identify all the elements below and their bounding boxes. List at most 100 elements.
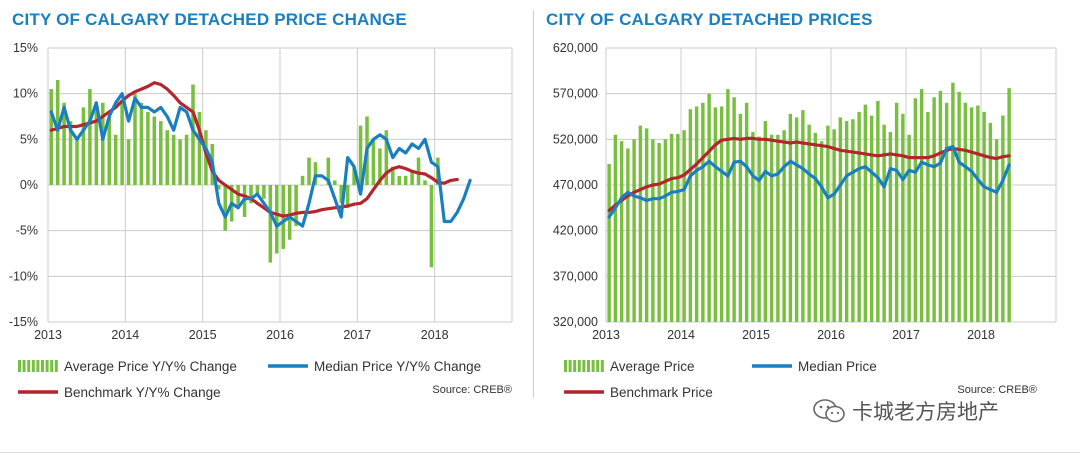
right-avg-bar: [688, 109, 693, 323]
right-avg-bar: [894, 102, 899, 322]
left-legend-label: Benchmark Y/Y% Change: [64, 385, 221, 400]
left-avg-bar: [410, 171, 414, 185]
right-avg-bar: [638, 125, 643, 322]
right-avg-bar: [857, 111, 861, 322]
left-avg-bar: [107, 116, 111, 185]
right-avg-bar: [926, 111, 930, 322]
panel-divider: [533, 10, 534, 398]
left-avg-bar: [262, 185, 266, 199]
right-legend-bar-stripe: [568, 360, 572, 372]
left-avg-bar: [391, 166, 395, 185]
right-xtick-label: 2017: [892, 328, 920, 342]
left-legend-label: Median Price Y/Y% Change: [314, 359, 481, 374]
left-avg-bar: [352, 166, 356, 185]
left-ytick-label: 15%: [13, 41, 38, 55]
left-avg-bar: [333, 180, 337, 185]
left-xtick-label: 2013: [34, 328, 62, 342]
left-avg-bar: [171, 134, 176, 185]
left-avg-bar: [307, 157, 311, 185]
right-source-label: Source: CREB®: [957, 384, 1037, 396]
right-ytick-label: 620,000: [553, 41, 598, 55]
right-legend-bar-stripe: [573, 360, 577, 372]
right-avg-bar: [938, 90, 943, 322]
left-avg-bar: [287, 185, 292, 240]
right-avg-bar: [932, 97, 936, 322]
right-avg-bar: [851, 119, 855, 323]
right-avg-bar: [982, 111, 986, 322]
left-avg-bar: [339, 185, 343, 204]
right-legend-bar-stripe: [596, 360, 600, 372]
right-avg-bar: [619, 141, 624, 322]
right-avg-bar: [863, 104, 868, 322]
left-avg-bar: [320, 185, 324, 186]
left-median-line: [49, 92, 472, 228]
right-avg-bar: [788, 113, 793, 322]
left-ytick-label: 10%: [13, 87, 38, 101]
left-avg-bar: [178, 139, 182, 185]
left-avg-bar: [217, 185, 221, 190]
left-avg-bar: [403, 175, 408, 185]
left-avg-bar: [384, 130, 389, 185]
left-benchmark-line: [49, 81, 459, 218]
left-avg-bar: [294, 185, 298, 227]
left-avg-bar: [62, 102, 66, 185]
right-avg-bar: [657, 142, 661, 322]
right-avg-bar: [919, 89, 924, 322]
right-avg-bar: [644, 128, 649, 322]
left-ytick-label: 5%: [20, 132, 38, 146]
right-avg-bar: [1001, 115, 1005, 322]
left-avg-bar: [139, 102, 144, 185]
left-legend-bar-stripe: [27, 360, 31, 372]
left-avg-bar: [197, 111, 202, 185]
left-avg-bar: [120, 102, 124, 185]
right-avg-bar: [651, 139, 655, 322]
left-avg-bar: [358, 125, 363, 185]
right-legend-bar-swatch: [564, 360, 604, 372]
left-legend-bar-stripe: [45, 360, 49, 372]
right-avg-bar: [744, 102, 749, 322]
right-avg-bar: [876, 100, 880, 323]
left-avg-bar: [345, 185, 350, 208]
right-legend-bar-stripe: [564, 360, 567, 372]
left-ytick-label: -15%: [9, 315, 38, 329]
right-avg-bar: [988, 122, 993, 322]
right-chart: 620,000 570,000 520,000 470,000 420,000 370,0…: [553, 41, 1057, 400]
right-avg-bar: [613, 134, 618, 322]
left-legend-bar-stripe: [50, 360, 54, 372]
right-ytick-label: 370,000: [553, 269, 598, 283]
right-avg-bar: [901, 113, 905, 322]
left-legend-bar-stripe: [41, 360, 44, 372]
left-avg-bar: [223, 185, 227, 231]
left-legend-label: Average Price Y/Y% Change: [64, 359, 237, 374]
right-avg-bar: [794, 117, 799, 322]
right-avg-bar: [769, 134, 774, 322]
left-avg-bar: [429, 185, 434, 268]
left-chart: 15% 10% 5% 0% -5% -10% -15%2013 2014 2015 2016 201…: [9, 41, 513, 400]
right-avg-bar: [963, 102, 968, 322]
right-avg-bar: [694, 106, 699, 322]
left-avg-bar: [236, 185, 240, 208]
right-avg-bar: [632, 139, 636, 322]
left-avg-bar: [378, 148, 382, 185]
right-avg-bar: [869, 115, 874, 322]
left-avg-bar: [113, 134, 118, 185]
right-legend-bar-stripe: [577, 360, 581, 372]
left-xtick-label: 2015: [189, 328, 217, 342]
right-benchmark-line: [607, 136, 1011, 213]
right-avg-bar: [626, 148, 630, 322]
left-avg-bar: [81, 107, 86, 185]
right-legend-bar-stripe: [591, 360, 595, 372]
right-xtick-label: 2015: [742, 328, 770, 342]
right-avg-bar: [713, 107, 718, 322]
right-avg-bar: [838, 117, 843, 322]
right-legend-bar-stripe: [582, 360, 586, 372]
right-avg-bar: [832, 129, 836, 322]
left-legend-bar-stripe: [54, 360, 58, 372]
right-avg-bar: [994, 139, 999, 322]
right-avg-bar: [738, 113, 743, 322]
right-legend-bar-stripe: [600, 360, 604, 372]
right-avg-bar: [776, 134, 780, 322]
left-ytick-label: 0%: [20, 178, 38, 192]
left-avg-bar: [416, 157, 421, 185]
left-legend-bar-stripe: [31, 360, 35, 372]
